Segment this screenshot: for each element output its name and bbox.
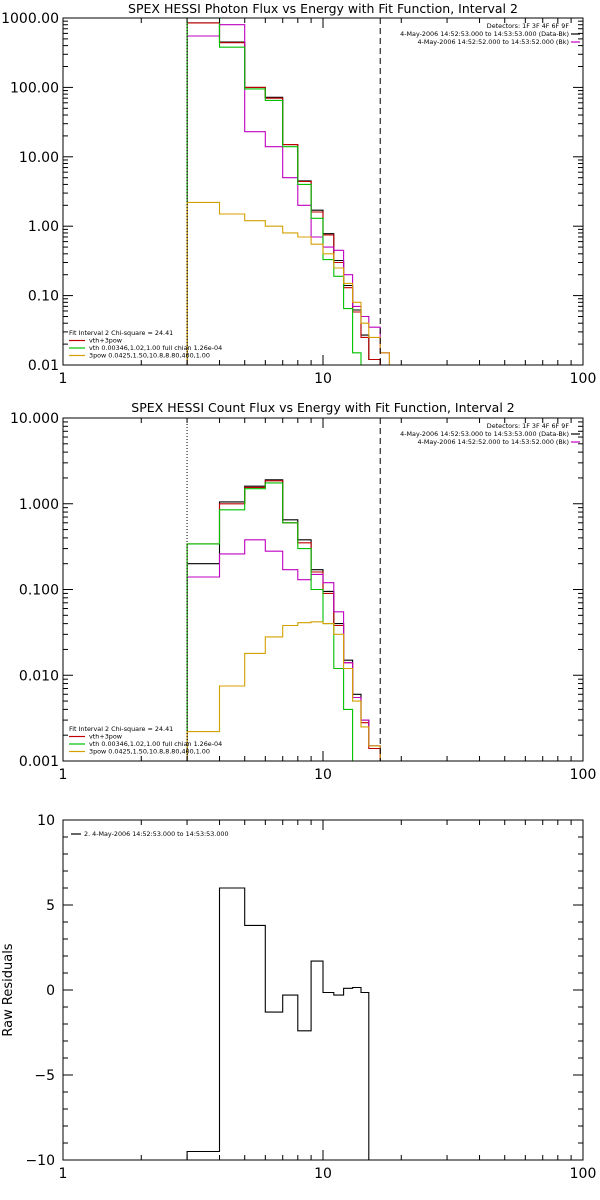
legend-entry-label: 4-May-2006 14:52:52.000 to 14:53:52.000 … <box>417 438 569 446</box>
x-tick-label: 10 <box>314 371 332 387</box>
plot-frame <box>62 17 584 366</box>
y-tick-label: 0.010 <box>19 668 59 684</box>
x-tick-label: 100 <box>570 1166 597 1182</box>
y-tick-label: −10 <box>25 1153 55 1169</box>
series-line-3 <box>186 17 362 365</box>
legend-entry-label: 4-May-2006 14:52:52.000 to 14:53:52.000 … <box>417 38 569 46</box>
y-tick-label: 0.10 <box>28 289 59 305</box>
series-line-0 <box>186 22 381 365</box>
series-line-4 <box>186 621 390 762</box>
legend-header: Fit Interval 2 Chi-square = 24.41 <box>69 725 173 733</box>
series-line-0 <box>186 479 390 762</box>
legend-entry-label: vth+3pow <box>89 337 122 345</box>
legend-entry-label: vth 0.00346,1.02,1.00 full chian 1.26e-0… <box>89 740 222 748</box>
series-line-4 <box>186 201 390 365</box>
legend-header: Fit Interval 2 Chi-square = 24.41 <box>69 329 173 337</box>
legend-entry-label: vth 0.00346,1.02,1.00 full chian 1.26e-0… <box>89 344 222 352</box>
series-line-1 <box>186 22 381 365</box>
y-tick-label: 1.00 <box>28 219 59 235</box>
legend-header: Detectors: 1F 3F 4F 6F 9F <box>487 22 570 30</box>
panel-title: SPEX HESSI Count Flux vs Energy with Fit… <box>131 400 514 415</box>
y-tick-label: 10.000 <box>10 411 59 427</box>
x-tick-label: 100 <box>570 767 597 783</box>
y-tick-label: 1.000 <box>19 497 59 513</box>
legend-entry-label: vth+3pow <box>89 733 122 741</box>
x-tick-label: 100 <box>570 371 597 387</box>
legend-entry-label: 3pow 0.0425,1.50,10.8,8.80,400,1.00 <box>89 352 210 360</box>
series-line-2 <box>186 24 390 365</box>
residuals-panel: Raw Residuals 1 10 100 −10 −5 0 5 10 2. 4-May-20… <box>1 813 596 1182</box>
legend-header: Detectors: 1F 3F 4F 6F 9F <box>487 422 570 430</box>
panel-title: SPEX HESSI Photon Flux vs Energy with Fi… <box>128 1 518 16</box>
x-tick-label: 1 <box>59 371 68 387</box>
legend-entry-label: 4-May-2006 14:52:53.000 to 14:53:53.000 … <box>400 30 569 38</box>
x-tick-label: 10 <box>314 767 332 783</box>
y-tick-label: 0.01 <box>28 358 59 374</box>
series-line-0 <box>186 887 381 1161</box>
x-tick-label: 1 <box>59 767 68 783</box>
y-tick-label: 1000.00 <box>1 11 59 27</box>
y-tick-label: 0.100 <box>19 583 59 599</box>
x-tick-label: 10 <box>314 1166 332 1182</box>
y-tick-label: 10.00 <box>19 150 59 166</box>
legend-entry-label: 4-May-2006 14:52:53.000 to 14:53:53.000 … <box>400 430 569 438</box>
legend-entry-label: 2. 4-May-2006 14:52:53.000 to 14:53:53.0… <box>84 830 229 838</box>
y-tick-label: 10 <box>37 813 55 829</box>
y-tick-label: 0 <box>46 983 55 999</box>
y-tick-label: 5 <box>46 898 55 914</box>
y-tick-label: −5 <box>34 1068 55 1084</box>
photon-flux-panel: SPEX HESSI Photon Flux vs Energy with Fi… <box>1 1 596 387</box>
y-axis-label: Raw Residuals <box>1 943 16 1036</box>
x-tick-label: 1 <box>59 1166 68 1182</box>
y-tick-label: 0.001 <box>19 754 59 770</box>
count-flux-panel: SPEX HESSI Count Flux vs Energy with Fit… <box>10 400 596 783</box>
legend-entry-label: 3pow 0.0425,1.50,10.8,8.80,400,1.00 <box>89 748 210 756</box>
series-line-3 <box>186 482 361 762</box>
y-tick-label: 100.00 <box>10 80 59 96</box>
series-line-2 <box>186 539 390 762</box>
